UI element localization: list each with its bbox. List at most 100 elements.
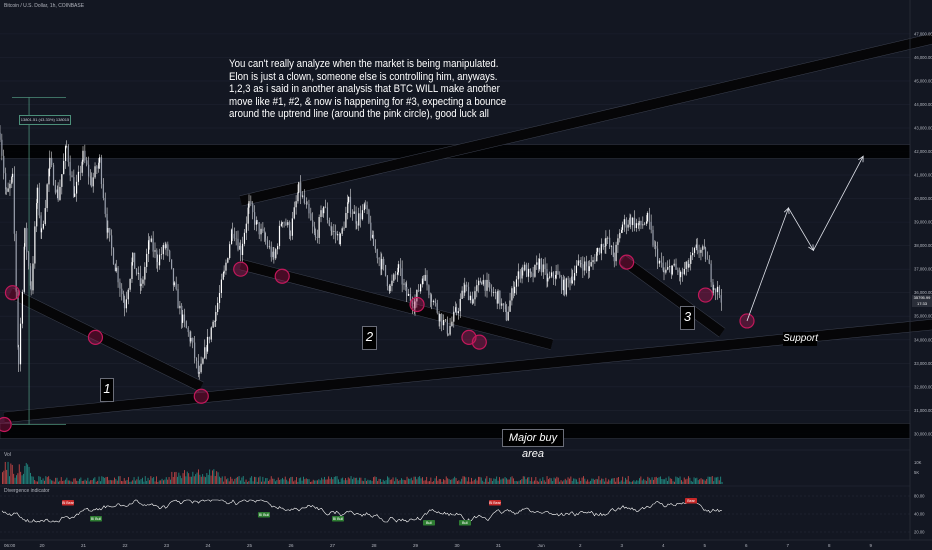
touch-circle [409, 296, 425, 313]
candle-body [318, 217, 320, 238]
candle-body [597, 248, 599, 252]
volume-bar [612, 478, 614, 484]
volume-bar [541, 481, 542, 484]
divergence-badge-label: Bl Bull [333, 517, 343, 521]
volume-bar [98, 476, 100, 484]
touch-circle [233, 261, 249, 277]
projection-path [746, 155, 864, 322]
volume-bar [721, 481, 723, 484]
candle-body [356, 223, 358, 226]
volume-bar [371, 481, 373, 484]
time-axis[interactable]: 06:00 20 21 22 23 24 25 26 27 28 29 30 31 Jun 2 3 4 5 6 7 8 9 [0, 539, 932, 548]
projection-arrowhead [808, 244, 814, 252]
volume-bar [657, 478, 659, 484]
volume-bar [193, 476, 195, 484]
candle-body [5, 189, 7, 192]
candle-body [511, 288, 513, 301]
candle-body [662, 262, 664, 271]
candle-body [129, 278, 131, 290]
volume-bar [604, 481, 605, 484]
volume-bar [536, 480, 538, 484]
candle-body [190, 337, 192, 342]
volume-bar [45, 476, 47, 484]
volume-bar [452, 478, 454, 484]
candle-body [596, 251, 598, 262]
volume-bar [443, 479, 444, 484]
price-axis[interactable]: 30,000.00 31,000.00 32,000.00 33,000.00 34,0… [909, 0, 932, 540]
volume-bar [149, 480, 150, 484]
volume-bar [711, 476, 713, 484]
time-tick-label: 30 [455, 543, 461, 548]
candle-body [164, 244, 166, 248]
volume-bar [93, 478, 94, 484]
candle-body [171, 259, 173, 269]
volume-bar [562, 481, 563, 484]
volume-bar [296, 477, 297, 484]
volume-bar [366, 480, 367, 484]
volume-bar [515, 481, 517, 484]
volume-bar [172, 476, 174, 484]
candle-body [464, 284, 466, 293]
candle-body [235, 238, 237, 240]
volume-bar [640, 476, 642, 484]
candle-body [515, 279, 518, 287]
volume-bar [102, 476, 104, 484]
candle-body [71, 175, 73, 178]
candle-body [439, 314, 441, 322]
candle-body [248, 201, 250, 208]
volume-bar [672, 481, 674, 484]
candle-body [227, 258, 229, 263]
divergence-badge-label: Bull [426, 521, 432, 525]
volume-bar [485, 478, 486, 484]
volume-bar [135, 480, 136, 484]
volume-bar [384, 481, 386, 484]
volume-bar [583, 476, 584, 484]
volume-bar [55, 477, 57, 484]
candle-body [255, 220, 258, 225]
volume-bar [548, 479, 549, 484]
volume-bar [185, 476, 187, 484]
volume-bar [466, 481, 468, 484]
volume-bar [399, 480, 401, 484]
candle-body [690, 255, 692, 264]
price-tick-label: 36,000.00 [914, 290, 932, 295]
volume-bar [4, 461, 6, 484]
candle-body [623, 219, 625, 225]
volume-bar [534, 480, 535, 484]
divergence-badge-label: Bull [462, 521, 468, 525]
volume-bar [119, 476, 121, 484]
volume-bar [408, 478, 409, 484]
candle-body [61, 174, 63, 187]
volume-bar [493, 478, 495, 484]
volume-bar [529, 481, 531, 484]
candle-body [472, 299, 474, 304]
candle-body [331, 230, 333, 232]
volume-bar [111, 480, 113, 484]
volume-bar [426, 476, 428, 484]
candle-body [549, 276, 551, 278]
volume-bar [137, 476, 139, 484]
price-tick-label: 39,000.00 [914, 220, 932, 225]
volume-bar [700, 478, 702, 484]
volume-bar [86, 480, 87, 484]
candle-body [517, 271, 519, 280]
volume-bar [317, 480, 318, 484]
volume-bar [709, 476, 710, 484]
indicator-tick-label: 80.00 [914, 494, 925, 499]
volume-bar [38, 476, 40, 484]
volume-bar [606, 481, 608, 484]
candle-body [19, 323, 22, 365]
candle-body [140, 283, 142, 287]
volume-bar [377, 481, 379, 484]
volume-bar [559, 481, 561, 484]
volume-bar [189, 476, 191, 484]
volume-bar [468, 477, 470, 484]
volume-bar [118, 476, 120, 484]
candle-body [383, 258, 385, 265]
candle-body [353, 211, 355, 214]
volume-bar [24, 465, 26, 484]
volume-bar [396, 479, 398, 484]
volume-bar [525, 479, 527, 484]
volume-bar [35, 481, 37, 484]
